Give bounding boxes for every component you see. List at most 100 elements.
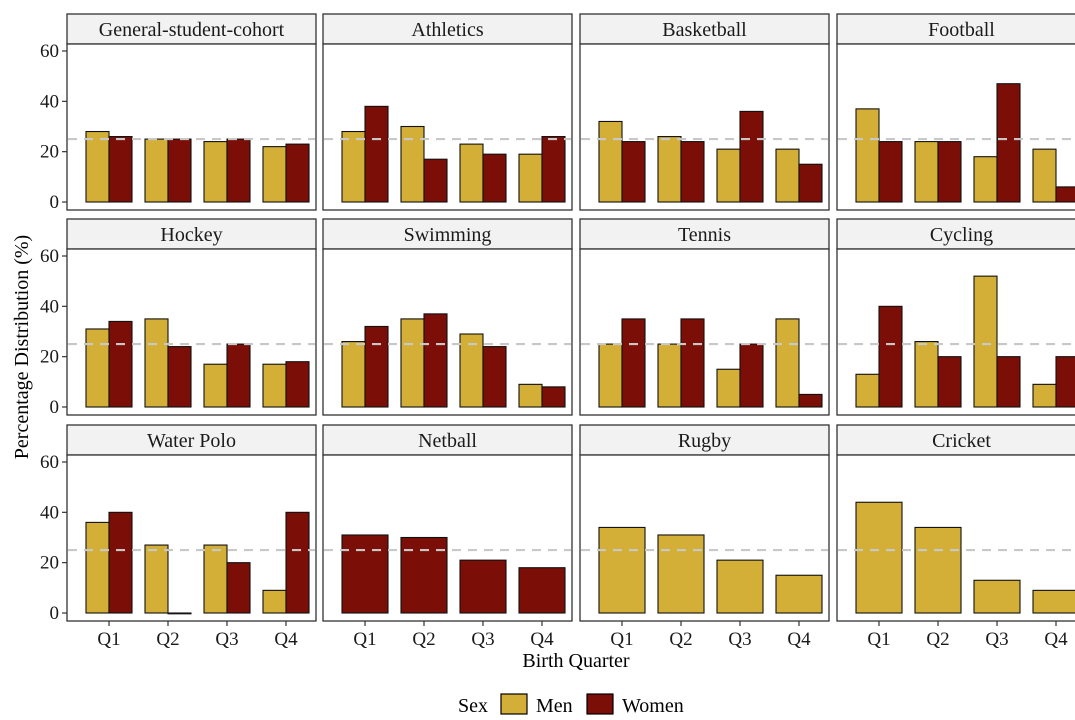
panel-water-polo: Water Polo 0 20 40 60 Q1 Q2 Q3 Q4	[40, 424, 317, 650]
bar-swimming-women-q4	[541, 386, 566, 408]
panel-title: Cricket	[932, 430, 991, 452]
bar-athletics-men-q2	[400, 125, 425, 203]
bar-hockey-men-q2	[144, 318, 169, 408]
y-tick-label: 60	[40, 246, 59, 267]
y-tick-label: 60	[40, 41, 59, 62]
y-tick-label: 20	[40, 347, 59, 368]
bar-general-student-cohort-men-q2	[144, 138, 169, 203]
y-tick-label: 40	[40, 296, 59, 317]
bar-basketball-men-q1	[598, 120, 623, 203]
bar-athletics-women-q4	[541, 136, 566, 203]
panel-title: Tennis	[678, 224, 731, 246]
y-tick-label: 0	[50, 397, 60, 418]
x-tick-label: Q2	[156, 629, 179, 650]
x-tick-label: Q1	[867, 629, 890, 650]
bar-general-student-cohort-women-q4	[285, 143, 310, 203]
legend-key-women	[586, 693, 614, 715]
panel-title: Basketball	[662, 19, 747, 41]
bar-football-men-q3	[973, 156, 998, 203]
bar-football-men-q1	[855, 108, 880, 203]
bar-cricket-men-q1	[855, 501, 903, 614]
panel-title: Athletics	[411, 19, 483, 41]
bar-tennis-men-q1	[598, 343, 623, 408]
panel-football: Football	[836, 13, 1075, 211]
panel-strip	[579, 13, 830, 45]
x-tick-label: Q4	[1044, 629, 1068, 650]
x-tick-label: Q4	[530, 629, 554, 650]
bar-football-men-q4	[1032, 148, 1057, 203]
bar-water-polo-women-q1	[108, 511, 133, 614]
panel-strip	[579, 218, 830, 250]
bar-rugby-men-q1	[598, 526, 646, 614]
bar-cricket-men-q3	[973, 579, 1021, 614]
panel-title: Hockey	[160, 224, 222, 246]
panel-title: Football	[928, 19, 995, 41]
bar-basketball-women-q3	[739, 110, 764, 203]
panel-strip	[579, 424, 830, 456]
bar-tennis-women-q1	[621, 318, 646, 408]
panel-cricket: Cricket Q1 Q2 Q3 Q4	[836, 424, 1075, 650]
bar-general-student-cohort-men-q3	[203, 141, 228, 203]
x-tick-label: Q2	[926, 629, 949, 650]
bar-basketball-women-q2	[680, 141, 705, 203]
bar-water-polo-men-q2	[144, 544, 169, 614]
x-tick-label: Q3	[471, 629, 494, 650]
bar-swimming-women-q1	[364, 325, 389, 408]
x-tick-label: Q4	[787, 629, 811, 650]
bar-water-polo-men-q4	[262, 589, 287, 614]
bar-general-student-cohort-men-q4	[262, 146, 287, 203]
bar-football-women-q3	[996, 83, 1021, 203]
bar-hockey-women-q1	[108, 320, 133, 408]
legend-key-men	[500, 693, 528, 715]
y-tick-label: 0	[50, 603, 60, 624]
bar-athletics-women-q2	[423, 158, 448, 203]
panel-strip	[66, 13, 317, 45]
legend-title: Sex	[458, 695, 488, 715]
bar-cycling-men-q2	[914, 341, 939, 408]
bar-netball-women-q2	[400, 536, 448, 614]
bar-tennis-men-q4	[775, 318, 800, 408]
bar-cycling-men-q3	[973, 275, 998, 408]
bar-water-polo-women-q2	[167, 612, 192, 615]
bar-football-women-q4	[1055, 186, 1075, 203]
bar-athletics-men-q4	[518, 153, 543, 203]
panel-rugby: Rugby Q1 Q2 Q3 Q4	[579, 424, 830, 650]
x-tick-label: Q2	[412, 629, 435, 650]
bar-tennis-men-q3	[716, 368, 741, 408]
bar-cricket-men-q4	[1032, 589, 1075, 614]
panel-basketball: Basketball	[579, 13, 830, 211]
bar-cricket-men-q2	[914, 526, 962, 614]
panel-strip	[836, 424, 1075, 456]
bar-tennis-women-q4	[798, 393, 823, 408]
y-tick-label: 0	[50, 192, 60, 213]
bar-swimming-men-q2	[400, 318, 425, 408]
x-tick-label: Q4	[274, 629, 298, 650]
bar-netball-women-q1	[341, 534, 389, 614]
bar-tennis-women-q3	[739, 343, 764, 408]
panels-group: General-student-cohort 0 20 40 60 Athletics Ba…	[40, 13, 1075, 650]
bar-cycling-men-q1	[855, 373, 880, 408]
panel-netball: Netball Q1 Q2 Q3 Q4	[322, 424, 573, 650]
bar-cycling-women-q4	[1055, 356, 1075, 408]
legend: Sex Men Women	[458, 693, 684, 717]
bar-general-student-cohort-men-q1	[85, 130, 110, 203]
x-tick-label: Q1	[610, 629, 633, 650]
panel-strip	[836, 218, 1075, 250]
bar-cycling-women-q1	[878, 305, 903, 408]
bar-netball-women-q3	[459, 559, 507, 614]
bar-water-polo-women-q3	[226, 562, 251, 614]
bar-athletics-women-q1	[364, 105, 389, 203]
legend-label-men: Men	[536, 695, 573, 715]
bar-cycling-women-q3	[996, 356, 1021, 408]
bar-basketball-men-q3	[716, 148, 741, 203]
bar-general-student-cohort-women-q1	[108, 136, 133, 203]
bar-rugby-men-q4	[775, 574, 823, 614]
panel-strip	[322, 424, 573, 456]
x-tick-label: Q2	[669, 629, 692, 650]
x-axis-title: Birth Quarter	[522, 650, 630, 672]
y-tick-label: 40	[40, 91, 59, 112]
x-tick-label: Q1	[353, 629, 376, 650]
panel-general-student-cohort: General-student-cohort 0 20 40 60	[40, 13, 317, 213]
